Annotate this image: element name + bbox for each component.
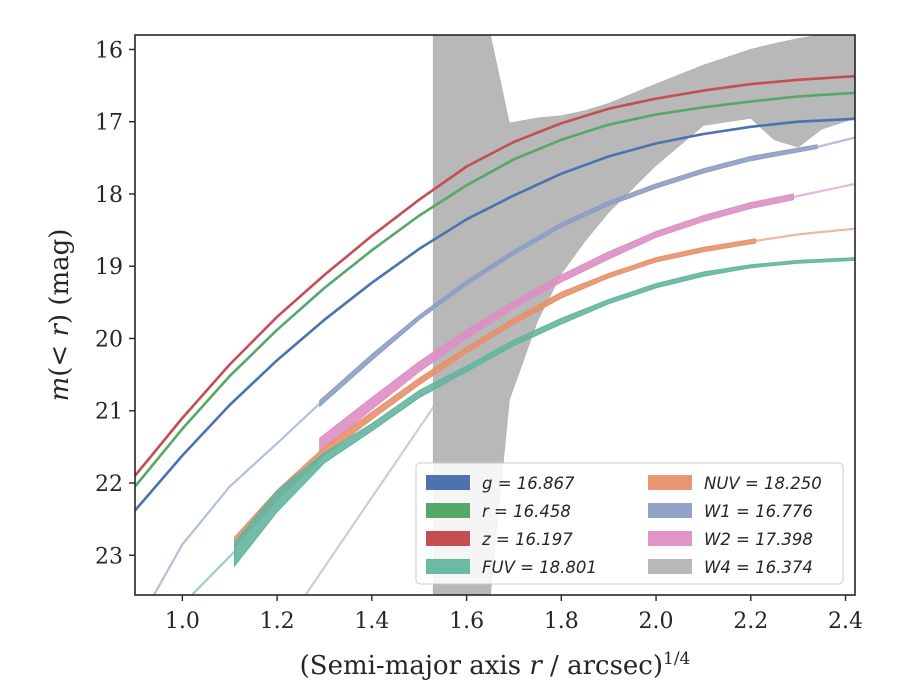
x-tick-label: 1.4 [354,609,389,634]
series-w2 [319,182,855,454]
series-g-line [135,117,855,512]
legend-item-w1-label: W1 = 16.776 [704,502,813,521]
x-tick-label: 2.4 [828,609,863,634]
legend-item-z-label: z = 16.197 [481,530,573,549]
legend-item-z-swatch [426,531,470,546]
series-r [135,91,855,488]
series-z-line [135,74,855,477]
y-tick-label: 17 [95,111,123,136]
series-w4-band [432,35,855,595]
series-fuv [190,257,855,595]
legend-item-nuv-swatch [648,475,692,490]
x-axis-title-exponent: 1/4 [663,649,690,669]
legend-frame [415,462,844,585]
legend-item-nuv-label: NUV = 18.250 [704,474,822,493]
series-w4 [304,35,855,595]
x-tick-label: 1.0 [165,609,200,634]
series-w1 [152,136,855,595]
legend-item-w4-label: W4 = 16.374 [704,558,813,577]
series-z [135,74,855,477]
y-tick-label: 22 [95,472,123,497]
series-w2-extension [792,182,855,198]
legend-item-g-swatch [426,475,470,490]
series-r-line [135,91,855,488]
y-tick-label: 18 [95,183,123,208]
series-nuv-extension [754,227,855,242]
legend-item-fuv-label: FUV = 18.801 [482,558,597,577]
y-axis-title-rest: ) (mag) [45,229,75,325]
plot-frame [134,34,856,596]
axis-layer: 1.0 1.2 1.4 1.6 1.8 2.0 2.2 2.4 16 17 18 19 20 21 22 23 [95,38,863,634]
legend-item-w1-swatch [648,503,692,518]
series-layer [135,35,855,595]
x-tick-label: 1.6 [449,609,484,634]
y-axis-title-lt: < r [45,323,75,367]
x-tick-label: 2.2 [733,609,768,634]
x-axis-title-variable: r [529,651,543,681]
legend-item-w4-swatch [648,559,692,574]
y-axis-title: m(< r) (mag) [45,229,75,402]
series-fuv-band [234,257,855,568]
y-tick-label: 23 [95,544,123,569]
legend-item-fuv-swatch [426,559,470,574]
series-w1-extension [152,402,321,595]
series-nuv [234,227,855,550]
x-tick-label: 1.2 [260,609,295,634]
series-nuv-band [234,238,756,550]
y-axis-title-symbol: m [45,377,75,402]
series-w2-band [319,193,794,454]
legend-item-r-swatch [426,503,470,518]
legend-item-w2-label: W2 = 17.398 [704,530,813,549]
legend-item-g-label: g = 16.867 [482,474,575,493]
series-w4-extension [304,406,435,595]
x-tick-label: 1.8 [544,609,579,634]
x-axis-title: (Semi-major axis r / arcsec)1/4 [300,649,691,681]
y-tick-label: 20 [95,327,123,352]
y-tick-label: 16 [95,38,123,63]
y-axis-title-paren-open: ( [45,367,75,377]
x-tick-label: 2.0 [639,609,674,634]
legend-item-w2-swatch [648,531,692,546]
y-tick-label: 21 [95,400,123,425]
series-fuv-extension [190,550,236,595]
legend-item-r-label: r = 16.458 [482,502,571,521]
y-tick-label: 19 [95,255,123,280]
series-w1-band [319,144,818,408]
legend: g = 16.867 r = 16.458 z = 16.197 FUV = 18.8… [415,462,844,585]
x-axis-title-prefix: (Semi-major axis [300,651,530,681]
series-g [135,117,855,512]
x-axis-title-unit: / arcsec) [542,651,663,681]
series-w1-extension-2 [816,136,855,149]
